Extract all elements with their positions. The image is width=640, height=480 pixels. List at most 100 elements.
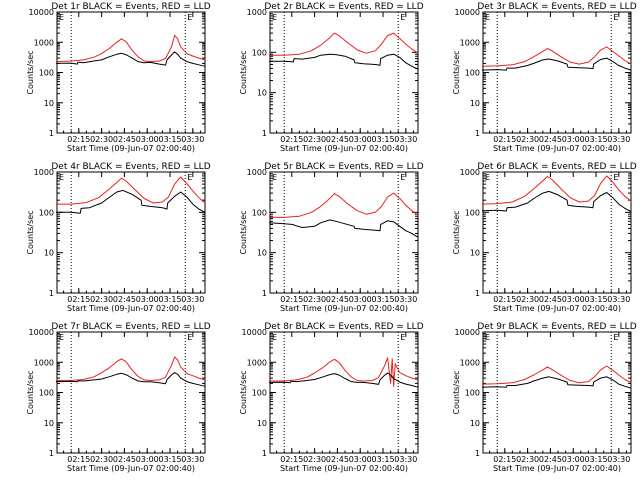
series-line-events xyxy=(269,53,419,70)
x-tick-label: 02:45 xyxy=(113,295,136,304)
plot-frame xyxy=(482,11,632,134)
x-tick-label: 02:45 xyxy=(113,455,136,464)
x-tick-label: 03:15 xyxy=(584,455,607,464)
corner-mark-left: E xyxy=(485,13,490,22)
x-tick-label: 02:30 xyxy=(90,295,113,304)
x-axis-label: Start Time (09-Jun-07 02:00:40) xyxy=(67,304,195,313)
x-tick-label: 02:45 xyxy=(326,135,349,144)
corner-mark-right: E xyxy=(187,173,192,182)
plot-frame xyxy=(482,331,632,454)
x-tick-label: 02:30 xyxy=(90,455,113,464)
chart-title: Det 1r BLACK = Events, RED = LLD xyxy=(51,2,210,12)
y-tick-label: 1000 xyxy=(34,168,54,177)
x-tick-label: 03:00 xyxy=(349,135,372,144)
x-tick-label: 02:30 xyxy=(516,135,539,144)
corner-mark-left: E xyxy=(272,173,277,182)
plot-frame xyxy=(56,11,206,134)
series-line-events xyxy=(481,190,632,212)
x-tick-label: 03:30 xyxy=(607,135,630,144)
y-tick-label: 10 xyxy=(257,419,267,428)
y-tick-label: 100 xyxy=(252,389,267,398)
x-tick-label: 02:30 xyxy=(303,295,326,304)
y-axis-label: Counts/sec xyxy=(26,210,35,254)
y-tick-label: 10000 xyxy=(29,328,54,337)
corner-mark-left: E xyxy=(272,333,277,342)
x-axis-label: Start Time (09-Jun-07 02:00:40) xyxy=(67,144,195,153)
plot-frame xyxy=(482,171,632,294)
x-axis-label: Start Time (09-Jun-07 02:00:40) xyxy=(67,464,195,473)
y-tick-label: 10 xyxy=(470,249,480,258)
corner-mark-left: E xyxy=(59,173,64,182)
x-tick-label: 03:00 xyxy=(562,455,585,464)
plot-frame xyxy=(56,331,206,454)
series-line-lld xyxy=(269,357,419,387)
y-axis-label: Counts/sec xyxy=(239,50,248,94)
x-tick-label: 02:30 xyxy=(516,455,539,464)
y-tick-label: 100 xyxy=(252,48,267,57)
chart-title: Det 3r BLACK = Events, RED = LLD xyxy=(477,2,636,12)
y-tick-label: 10000 xyxy=(455,8,480,17)
y-tick-label: 10 xyxy=(257,249,267,258)
x-tick-label: 02:15 xyxy=(493,135,516,144)
chart-title: Det 2r BLACK = Events, RED = LLD xyxy=(264,2,423,12)
x-tick-label: 03:30 xyxy=(181,135,204,144)
series-line-lld xyxy=(481,365,632,385)
y-axis-label: Counts/sec xyxy=(452,210,461,254)
x-tick-label: 02:45 xyxy=(326,295,349,304)
x-tick-label: 03:30 xyxy=(394,295,417,304)
x-tick-label: 03:30 xyxy=(394,135,417,144)
series-line-events xyxy=(55,51,206,67)
series-line-lld xyxy=(481,175,632,205)
y-tick-label: 1000 xyxy=(247,358,267,367)
x-tick-label: 02:15 xyxy=(67,295,90,304)
x-tick-label: 03:00 xyxy=(136,455,159,464)
x-tick-label: 02:45 xyxy=(539,295,562,304)
x-tick-label: 03:15 xyxy=(584,295,607,304)
x-axis-label: Start Time (09-Jun-07 02:00:40) xyxy=(493,144,621,153)
series-line-events xyxy=(268,372,419,388)
x-tick-label: 03:15 xyxy=(584,135,607,144)
x-tick-label: 03:00 xyxy=(349,455,372,464)
x-tick-label: 02:45 xyxy=(539,135,562,144)
y-axis-label: Counts/sec xyxy=(239,210,248,254)
x-tick-label: 02:15 xyxy=(280,135,303,144)
y-tick-label: 1 xyxy=(49,129,54,138)
x-tick-label: 03:15 xyxy=(158,455,181,464)
corner-mark-left: E xyxy=(59,333,64,342)
plot-frame xyxy=(56,171,206,294)
y-tick-label: 1 xyxy=(475,129,480,138)
y-tick-label: 1000 xyxy=(247,168,267,177)
y-tick-label: 10 xyxy=(470,419,480,428)
y-tick-label: 1 xyxy=(49,449,54,458)
y-tick-label: 1 xyxy=(49,289,54,298)
chart-title: Det 9r BLACK = Events, RED = LLD xyxy=(477,322,636,332)
x-tick-label: 03:15 xyxy=(158,295,181,304)
y-tick-label: 100 xyxy=(39,208,54,217)
y-tick-label: 1 xyxy=(262,449,267,458)
x-tick-label: 02:45 xyxy=(113,135,136,144)
x-tick-label: 03:00 xyxy=(136,295,159,304)
chart-title: Det 6r BLACK = Events, RED = LLD xyxy=(477,162,636,172)
y-axis-label: Counts/sec xyxy=(239,370,248,414)
y-tick-label: 100 xyxy=(39,69,54,78)
corner-mark-right: E xyxy=(613,173,618,182)
plot-frame xyxy=(269,171,419,294)
y-tick-label: 10000 xyxy=(455,328,480,337)
series-line-lld xyxy=(56,176,206,205)
x-axis-label: Start Time (09-Jun-07 02:00:40) xyxy=(280,144,408,153)
corner-mark-right: E xyxy=(187,13,192,22)
series-line-events xyxy=(481,57,632,71)
series-line-lld xyxy=(56,356,206,381)
x-tick-label: 03:00 xyxy=(562,135,585,144)
x-tick-label: 03:30 xyxy=(607,455,630,464)
y-tick-label: 1000 xyxy=(34,358,54,367)
corner-mark-left: E xyxy=(272,13,277,22)
x-axis-label: Start Time (09-Jun-07 02:00:40) xyxy=(280,464,408,473)
series-line-lld xyxy=(269,192,419,218)
x-axis-label: Start Time (09-Jun-07 02:00:40) xyxy=(280,304,408,313)
